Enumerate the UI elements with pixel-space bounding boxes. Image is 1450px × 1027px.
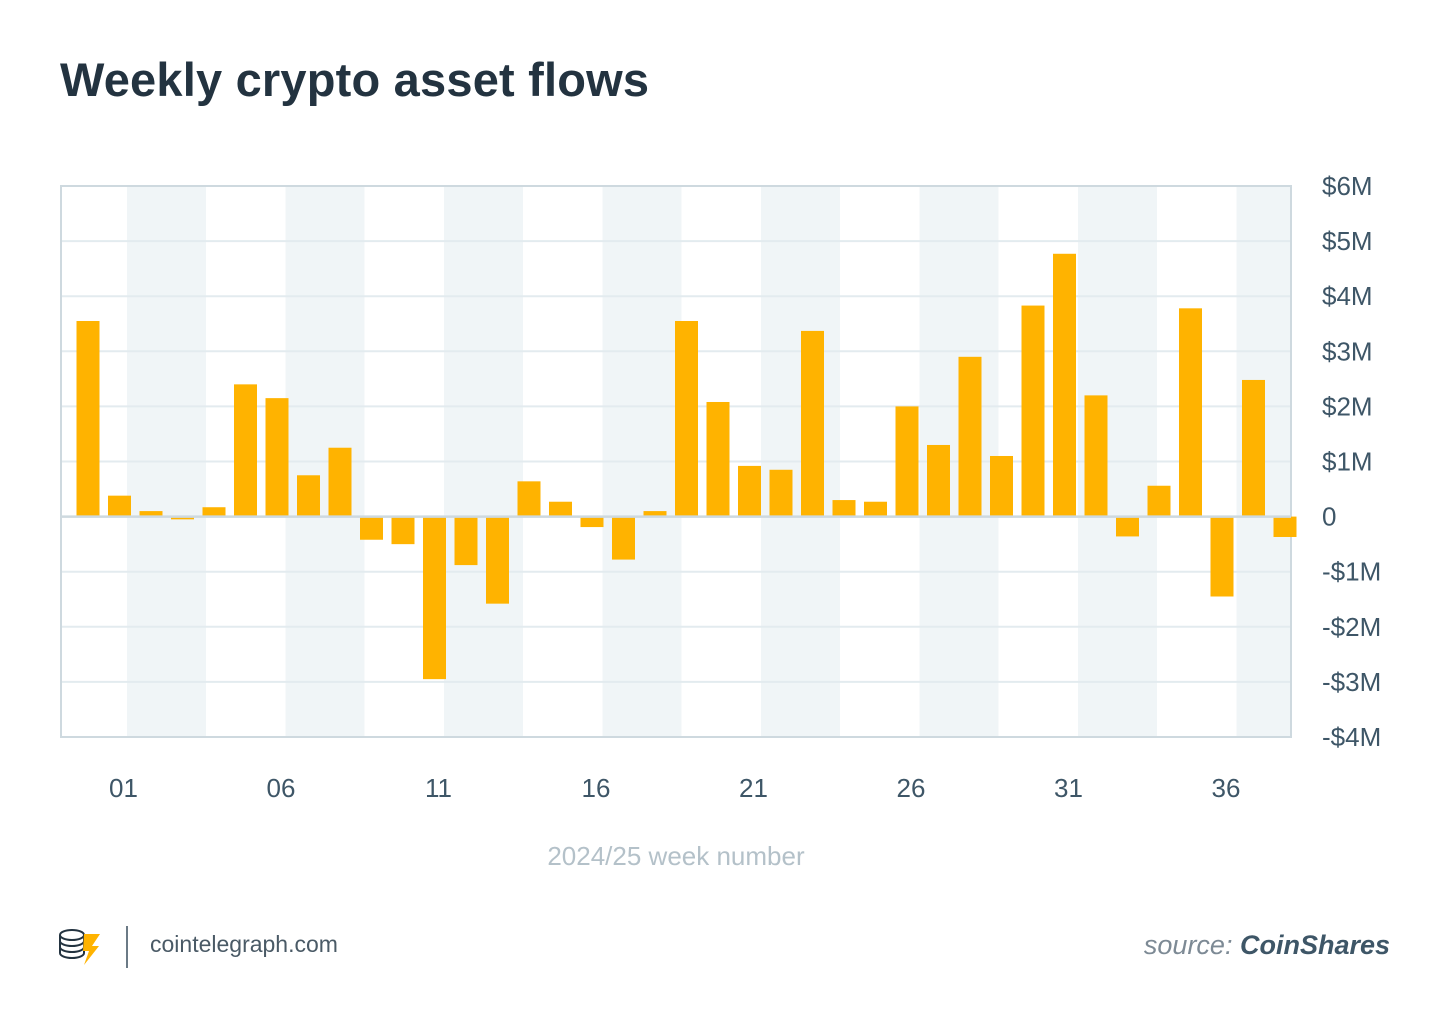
bar xyxy=(1273,516,1297,537)
bar xyxy=(580,516,604,528)
bar xyxy=(706,401,730,517)
bar xyxy=(1179,308,1202,517)
y-tick-label: $3M xyxy=(1322,336,1373,366)
bar xyxy=(517,481,541,517)
bar xyxy=(738,465,761,517)
bar xyxy=(864,501,887,517)
x-tick-label: 11 xyxy=(425,773,452,803)
y-tick-label: $1M xyxy=(1322,447,1373,477)
x-tick-label: 31 xyxy=(1054,773,1083,803)
bar xyxy=(643,511,667,517)
x-tick-label: 16 xyxy=(582,773,611,803)
bar-chart: $6M $5M $4M $3M $2M $1M 0 -$1M -$2M -$3M -$4M 01 06… xyxy=(60,171,1381,871)
bar xyxy=(1053,253,1076,517)
y-tick-label: 0 xyxy=(1322,502,1336,532)
cointelegraph-logo-icon xyxy=(58,926,104,973)
bar xyxy=(423,516,446,680)
x-tick-label: 06 xyxy=(267,773,296,803)
bar xyxy=(675,320,698,517)
bar xyxy=(832,500,856,517)
y-tick-label: -$3M xyxy=(1322,667,1381,697)
footer-divider xyxy=(126,926,128,968)
bars xyxy=(76,253,1297,680)
x-axis-ticks: 01 06 11 16 21 26 31 36 xyxy=(109,773,1240,803)
x-axis-label: 2024/25 week number xyxy=(547,841,805,871)
bar xyxy=(958,356,982,517)
x-tick-label: 36 xyxy=(1212,773,1241,803)
site-name: cointelegraph.com xyxy=(150,931,338,957)
y-tick-label: $2M xyxy=(1322,391,1373,421)
x-tick-label: 01 xyxy=(109,773,138,803)
bar xyxy=(360,516,383,540)
y-tick-label: -$1M xyxy=(1322,557,1381,587)
bar xyxy=(171,516,194,520)
y-axis-ticks: $6M $5M $4M $3M $2M $1M 0 -$1M -$2M -$3M -$4M xyxy=(1322,171,1381,752)
x-tick-label: 21 xyxy=(739,773,768,803)
source-credit: source: CoinShares xyxy=(1144,930,1390,961)
bar xyxy=(391,516,415,545)
y-tick-label: $5M xyxy=(1322,226,1373,256)
bar xyxy=(454,516,478,566)
bar xyxy=(486,516,509,604)
y-tick-label: $6M xyxy=(1322,171,1373,201)
y-tick-label: $4M xyxy=(1322,281,1373,311)
source-name: CoinShares xyxy=(1239,930,1390,960)
plot-frame xyxy=(60,185,1292,738)
y-tick-label: -$4M xyxy=(1322,722,1381,752)
bar xyxy=(612,516,635,560)
y-tick-label: -$2M xyxy=(1322,612,1381,642)
bar xyxy=(265,398,289,517)
bar xyxy=(769,469,793,517)
bar xyxy=(1021,305,1045,517)
chart-title: Weekly crypto asset flows xyxy=(60,53,650,106)
bar xyxy=(108,495,131,517)
x-tick-label: 26 xyxy=(897,773,926,803)
bar xyxy=(927,444,950,517)
bar xyxy=(76,320,100,517)
bar xyxy=(297,475,320,517)
bar xyxy=(801,330,824,517)
bar xyxy=(549,501,572,517)
bar xyxy=(234,384,257,517)
bar xyxy=(139,511,163,517)
bar xyxy=(1084,395,1108,517)
bar xyxy=(328,447,352,517)
bar xyxy=(1210,516,1234,597)
bar xyxy=(895,406,919,517)
bar xyxy=(202,507,226,517)
bar xyxy=(1242,379,1265,517)
bar xyxy=(1116,516,1139,537)
bar xyxy=(1147,485,1171,517)
source-prefix: source: xyxy=(1143,930,1240,960)
bar xyxy=(990,455,1013,517)
